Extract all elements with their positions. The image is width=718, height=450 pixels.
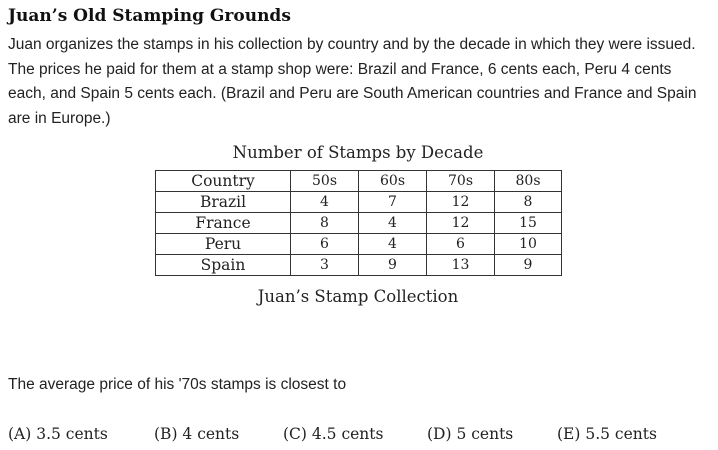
question-text: The average price of his '70s stamps is … [8,376,347,393]
table-cell: 8 [290,212,359,234]
table-cell: 7 [358,191,427,213]
choice-d[interactable]: (D) 5 cents [427,425,514,443]
problem-intro: Juan organizes the stamps in his collect… [8,36,697,127]
header-80s: 80s [494,170,562,192]
table-row: Peru 6 4 6 10 [155,233,562,255]
table-cell: 4 [358,233,427,255]
row-country: Peru [155,233,291,255]
table-row: Brazil 4 7 12 8 [155,191,562,213]
row-country: Brazil [155,191,291,213]
table-cell: 4 [290,191,359,213]
row-country: Spain [155,254,291,276]
table-cell: 3 [290,254,359,276]
choice-e[interactable]: (E) 5.5 cents [557,425,657,443]
table-cell: 12 [426,191,495,213]
header-70s: 70s [426,170,495,192]
header-country: Country [155,170,291,192]
table-caption-top: Number of Stamps by Decade [232,143,484,162]
table-cell: 9 [494,254,562,276]
table-cell: 8 [494,191,562,213]
table-cell: 9 [358,254,427,276]
table-cell: 12 [426,212,495,234]
table-caption-bottom: Juan’s Stamp Collection [257,287,459,306]
header-60s: 60s [358,170,427,192]
table-cell: 13 [426,254,495,276]
choice-c[interactable]: (C) 4.5 cents [283,425,384,443]
header-50s: 50s [290,170,359,192]
choice-b[interactable]: (B) 4 cents [154,425,240,443]
table-cell: 6 [290,233,359,255]
choice-a[interactable]: (A) 3.5 cents [8,425,108,443]
table-row: France 8 4 12 15 [155,212,562,234]
table-cell: 15 [494,212,562,234]
table-header-row: Country 50s 60s 70s 80s [155,170,562,192]
table-cell: 4 [358,212,427,234]
table-cell: 10 [494,233,562,255]
stamp-table: Country 50s 60s 70s 80s Brazil 4 7 12 8 … [155,170,562,276]
problem-title: Juan’s Old Stamping Grounds [8,6,291,26]
row-country: France [155,212,291,234]
table-row: Spain 3 9 13 9 [155,254,562,276]
table-cell: 6 [426,233,495,255]
